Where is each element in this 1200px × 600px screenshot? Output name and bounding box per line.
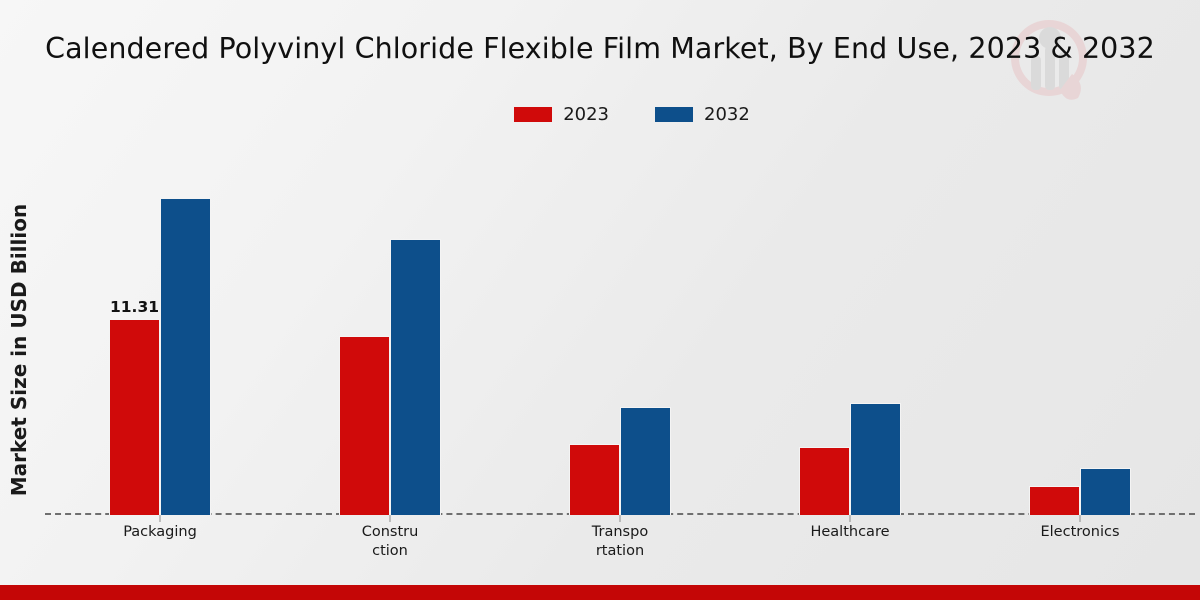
bar-value-label: 11.31 bbox=[109, 298, 160, 317]
plot-area: 11.31 Packaging Constru ction Transpo rtati… bbox=[45, 160, 1195, 559]
legend-swatch-2032 bbox=[655, 107, 693, 122]
bar-2032-packaging[interactable] bbox=[160, 197, 211, 515]
bar-group: Constru ction bbox=[275, 160, 505, 559]
legend-item-2023[interactable]: 2023 bbox=[514, 104, 609, 125]
legend-label-2032: 2032 bbox=[704, 104, 750, 125]
bar-2032-healthcare[interactable] bbox=[850, 402, 901, 515]
x-axis-category-label: Constru ction bbox=[361, 524, 419, 559]
x-axis-tick bbox=[849, 515, 851, 522]
x-axis-tick bbox=[1079, 515, 1081, 522]
bar-2023-construction[interactable] bbox=[339, 335, 390, 515]
x-axis-category-label: Healthcare bbox=[810, 524, 890, 540]
legend-item-2032[interactable]: 2032 bbox=[655, 104, 750, 125]
x-axis-tick bbox=[389, 515, 391, 522]
legend-swatch-2023 bbox=[514, 107, 553, 122]
x-axis-tick bbox=[619, 515, 621, 522]
bar-2023-healthcare[interactable] bbox=[799, 446, 850, 515]
bar-2023-electronics[interactable] bbox=[1029, 486, 1080, 515]
bar-2032-construction[interactable] bbox=[390, 238, 441, 515]
bar-2032-electronics[interactable] bbox=[1080, 467, 1131, 515]
bar-group: 11.31 Packaging bbox=[45, 160, 275, 540]
x-axis-category-label: Packaging bbox=[123, 524, 197, 540]
chart-legend: 2023 2032 bbox=[0, 104, 1200, 125]
bar-2032-transportation[interactable] bbox=[620, 407, 671, 515]
x-axis-tick bbox=[159, 515, 161, 522]
x-axis-category-label: Transpo rtation bbox=[591, 524, 649, 559]
bar-2023-transportation[interactable] bbox=[569, 443, 620, 515]
x-axis-category-label: Electronics bbox=[1040, 524, 1120, 540]
bar-group: Healthcare bbox=[735, 160, 965, 540]
chart-title: Calendered Polyvinyl Chloride Flexible F… bbox=[45, 32, 1155, 65]
legend-label-2023: 2023 bbox=[563, 104, 609, 125]
bar-2023-packaging[interactable]: 11.31 bbox=[109, 298, 160, 515]
y-axis-title: Market Size in USD Billion bbox=[7, 203, 31, 497]
bar-group: Transpo rtation bbox=[505, 160, 735, 559]
bar-group: Electronics bbox=[965, 160, 1195, 540]
bottom-accent-strip bbox=[0, 585, 1200, 600]
